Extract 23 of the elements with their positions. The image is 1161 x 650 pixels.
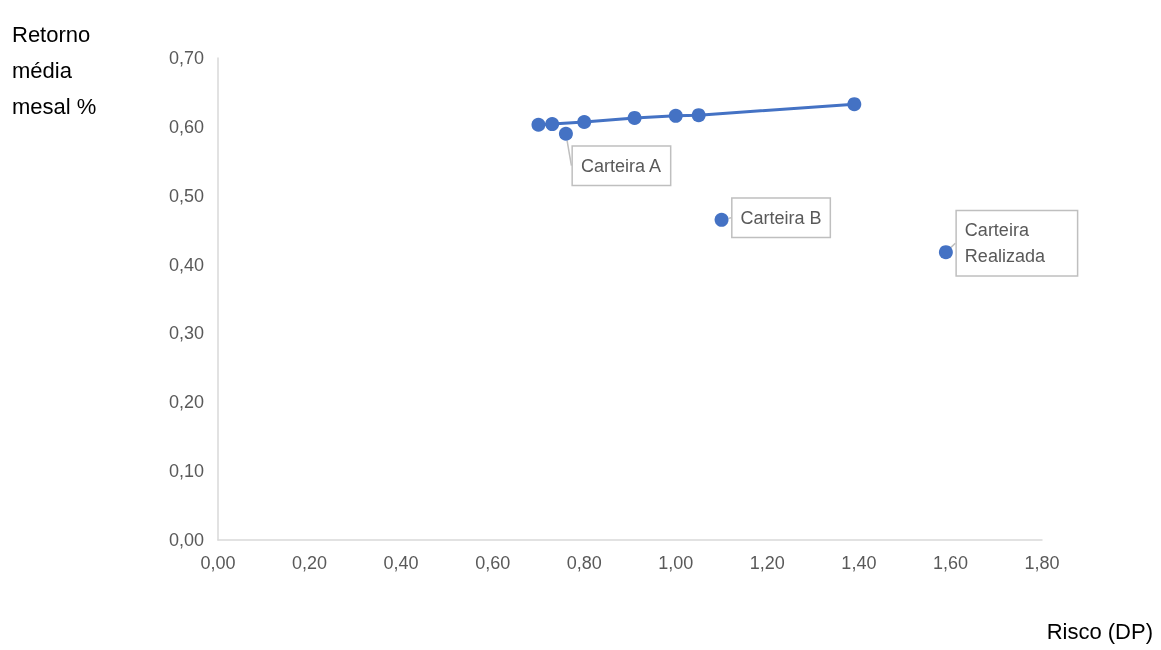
x-axis-title: Risco (DP): [1046, 618, 1154, 644]
y-tick-label: 0,00: [168, 530, 204, 550]
x-tick-label: 0,40: [383, 553, 419, 573]
annotation: Carteira Realizada: [964, 220, 1046, 267]
x-tick-label: 1,00: [658, 553, 694, 573]
y-tick-label: 0,30: [168, 323, 204, 344]
y-tick-label: 0,40: [168, 254, 204, 275]
y-tick-label: 0,70: [168, 48, 204, 68]
x-tick-label: 0,00: [200, 553, 236, 573]
x-tick-label: 0,60: [475, 553, 511, 573]
x-tick-label: 0,20: [292, 553, 328, 573]
x-tick-label: 1,80: [1024, 553, 1060, 573]
y-tick-label: 0,20: [168, 392, 204, 413]
annotation: Carteira B: [740, 207, 822, 228]
x-tick-label: 1,60: [932, 553, 968, 573]
annotation: Carteira A: [580, 155, 661, 176]
x-tick-label: 1,20: [749, 553, 785, 573]
y-tick-label: 0,10: [168, 461, 204, 482]
y-axis-title: Retorno média mesal %: [12, 21, 97, 119]
y-tick-label: 0,50: [168, 185, 204, 206]
y-tick-label: 0,60: [168, 116, 204, 137]
x-tick-label: 0,80: [566, 553, 602, 573]
x-tick-label: 1,40: [841, 553, 877, 573]
